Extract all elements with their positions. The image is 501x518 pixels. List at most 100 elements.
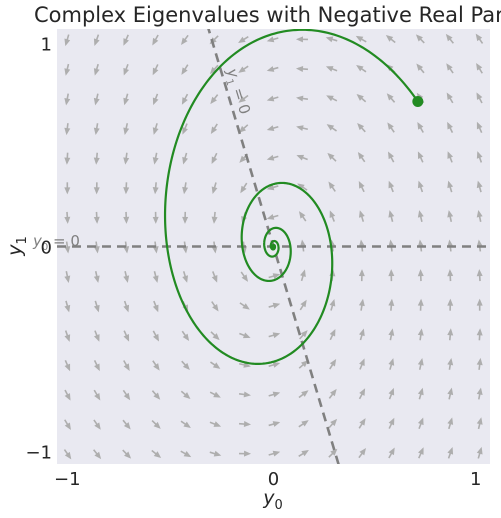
quiver-arrow <box>182 271 189 283</box>
quiver-arrow-head <box>272 391 281 398</box>
quiver-arrow-head <box>476 210 483 218</box>
quiver-arrow-head <box>272 332 281 339</box>
quiver-arrow-head <box>212 362 221 369</box>
quiver-arrow <box>93 182 100 195</box>
quiver-arrow-head <box>182 362 190 371</box>
quiver-arrow-head <box>123 392 131 401</box>
quiver-arrow-head <box>272 421 281 427</box>
quiver-arrow-head <box>152 275 159 283</box>
quiver-arrow-head <box>209 66 217 75</box>
quiver-arrow-head <box>153 333 159 342</box>
quiver-arrow <box>417 328 424 341</box>
quiver-arrow <box>238 36 249 44</box>
quiver-arrow-head <box>357 122 365 131</box>
quiver-arrow-head <box>476 446 483 455</box>
quiver-arrow-head <box>447 121 453 130</box>
quiver-arrow <box>268 450 281 457</box>
quiver-arrow <box>268 421 281 427</box>
quiver-arrow <box>238 65 249 73</box>
quiver-arrow-head <box>182 275 189 283</box>
quiver-arrow <box>417 417 424 430</box>
quiver-arrow-head <box>475 33 483 42</box>
quiver-arrow <box>328 181 336 192</box>
quiver-arrow-head <box>299 239 306 247</box>
quiver-arrow-head <box>181 37 188 46</box>
quiver-arrow <box>475 33 484 44</box>
quiver-arrow <box>152 300 159 313</box>
quiver-arrow <box>152 271 159 283</box>
quiver-arrow <box>295 36 308 43</box>
quiver-arrow-head <box>213 421 222 427</box>
quiver-arrow-head <box>123 127 130 135</box>
quiver-arrow <box>266 214 279 220</box>
quiver-arrow <box>180 420 191 429</box>
quiver-arrow-head <box>123 422 131 430</box>
quiver-arrow <box>123 241 130 254</box>
quiver-arrow <box>181 64 189 75</box>
quiver-arrow-head <box>64 68 71 76</box>
quiver-arrow <box>417 210 424 222</box>
quiver-arrow <box>325 36 338 43</box>
quiver-arrow-head <box>476 298 483 306</box>
quiver-arrow <box>417 387 424 400</box>
quiver-arrow <box>329 298 336 311</box>
quiver-arrow <box>417 180 424 193</box>
quiver-arrow-head <box>64 422 71 431</box>
quiver-arrow-head <box>210 96 217 105</box>
quiver-arrow <box>388 151 395 163</box>
quiver-arrow-head <box>447 239 454 247</box>
quiver-arrow <box>356 64 367 73</box>
x-axis-label-main: y <box>262 487 275 509</box>
quiver-arrow-head <box>210 126 218 135</box>
quiver-arrow <box>152 34 159 46</box>
quiver-arrow-head <box>152 37 159 46</box>
quiver-arrow-head <box>417 417 424 426</box>
quiver-arrow <box>385 34 396 44</box>
quiver-arrow <box>64 152 71 165</box>
quiver-arrow <box>123 360 130 371</box>
quiver-arrow-head <box>476 328 483 336</box>
quiver-arrow <box>152 211 159 224</box>
quiver-arrow <box>476 151 483 163</box>
quiver-arrow-head <box>211 186 218 195</box>
quiver-arrow-head <box>64 334 71 342</box>
quiver-arrow <box>93 63 100 76</box>
quiver-arrow-head <box>330 448 338 456</box>
quiver-arrow <box>152 93 159 106</box>
quiver-arrow-head <box>418 447 424 455</box>
quiver-arrow-head <box>64 187 71 195</box>
quiver-arrow <box>329 328 336 341</box>
quiver-arrow <box>476 446 483 459</box>
quiver-arrow <box>266 184 279 191</box>
quiver-arrow-head <box>93 275 100 283</box>
quiver-arrow <box>93 241 100 254</box>
y-tick-label: 0 <box>41 238 52 259</box>
quiver-arrow <box>266 95 279 102</box>
quiver-arrow-head <box>182 156 189 165</box>
quiver-arrow-head <box>152 304 159 313</box>
quiver-arrow <box>93 330 100 342</box>
quiver-arrow-head <box>238 96 246 103</box>
quiver-arrow <box>387 122 395 133</box>
quiver-arrow <box>152 182 159 195</box>
quiver-arrow-head <box>476 357 483 366</box>
quiver-arrow <box>209 421 222 427</box>
quiver-arrow-head <box>357 151 365 160</box>
quiver-arrow-head <box>417 180 424 189</box>
quiver-arrow-head <box>476 180 483 189</box>
quiver-arrow-head <box>64 393 71 401</box>
quiver-arrow <box>328 418 338 429</box>
quiver-arrow-head <box>93 304 100 313</box>
quiver-arrow <box>476 92 483 104</box>
quiver-arrow <box>93 211 100 224</box>
quiver-arrow-head <box>182 216 189 224</box>
quiver-arrow <box>355 35 367 43</box>
quiver-arrow <box>358 298 365 311</box>
quiver-arrow-head <box>476 151 483 159</box>
quiver-arrow-head <box>212 333 220 341</box>
quiver-arrow <box>388 269 395 282</box>
quiver-arrow-head <box>213 450 222 457</box>
x-tick-label: 1 <box>470 469 481 490</box>
x-axis-label-subscript: 0 <box>274 498 282 513</box>
quiver-arrow-head <box>243 421 252 428</box>
